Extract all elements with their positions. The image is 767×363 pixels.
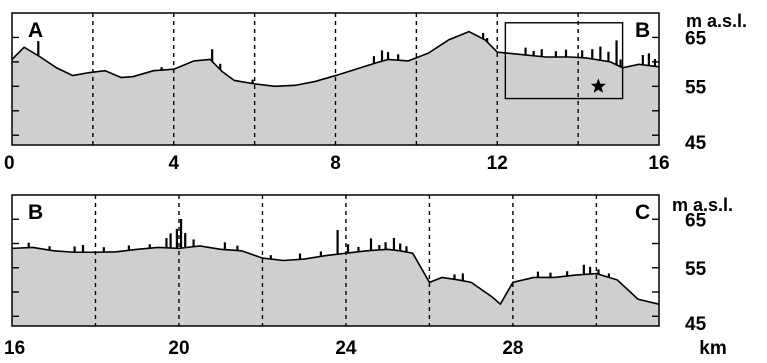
profile-end-label: B	[635, 19, 650, 42]
y-axis-unit-label: m a.s.l.	[686, 11, 747, 31]
profile-start-label: B	[28, 201, 43, 224]
plot-frame-lower	[11, 194, 660, 327]
y-tick-label: 55	[685, 259, 707, 280]
y-tick-label: 45	[685, 314, 707, 335]
x-tick-label: 28	[502, 338, 523, 359]
x-tick-label: 8	[330, 153, 341, 174]
elevation-line-lower	[11, 245, 660, 306]
x-tick-label: 16	[4, 338, 25, 359]
star-icon	[590, 78, 606, 93]
elevation-line-upper	[11, 30, 660, 88]
x-tick-label: 16	[648, 153, 669, 174]
terrain-fill-lower	[12, 245, 659, 326]
y-tick-label: 65	[685, 28, 707, 49]
y-tick-label: 65	[685, 210, 707, 231]
x-tick-label: 24	[335, 338, 357, 359]
x-tick-label: 4	[168, 153, 179, 174]
x-unit-label: km	[699, 338, 726, 359]
y-tick-label: 55	[685, 77, 707, 98]
y-axis-unit-label: m a.s.l.	[672, 195, 733, 215]
detail-inset-box	[504, 22, 624, 100]
x-tick-label: 20	[168, 338, 189, 359]
y-tick-label: 45	[685, 133, 707, 154]
x-tick-label: 12	[487, 153, 508, 174]
profile-start-label: A	[28, 19, 43, 42]
profile-end-label: C	[635, 201, 650, 224]
plot-frame-upper	[11, 12, 660, 146]
x-tick-label: 0	[4, 153, 15, 174]
